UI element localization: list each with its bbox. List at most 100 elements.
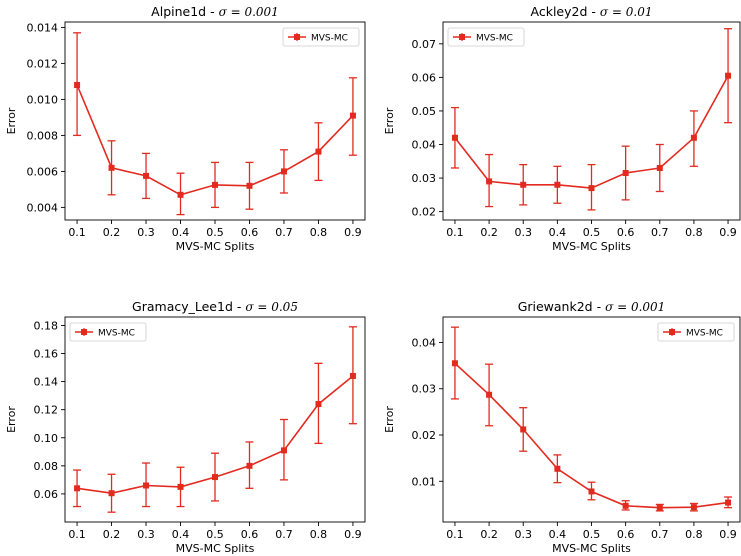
x-axis-label: MVS-MC Splits bbox=[176, 240, 255, 253]
x-tick-label: 0.4 bbox=[549, 226, 567, 239]
legend-box bbox=[657, 322, 735, 342]
x-tick-label: 0.2 bbox=[103, 528, 121, 541]
data-point bbox=[246, 462, 253, 469]
y-tick-label: 0.06 bbox=[412, 71, 437, 84]
legend: MVS-MC bbox=[657, 322, 735, 342]
x-tick-label: 0.8 bbox=[310, 528, 328, 541]
chart-title: Griewank2d - σ = 0.001 bbox=[518, 299, 666, 314]
y-tick-label: 0.004 bbox=[27, 201, 59, 214]
y-tick-label: 0.006 bbox=[27, 165, 59, 178]
series-mvs-mc bbox=[450, 326, 733, 512]
chart-title-separator: - bbox=[233, 299, 245, 314]
legend-label: MVS-MC bbox=[311, 34, 348, 44]
x-tick-label: 0.5 bbox=[206, 528, 224, 541]
chart-title-name: Ackley2d bbox=[531, 4, 588, 19]
y-axis-label: Error bbox=[5, 107, 18, 134]
data-point bbox=[656, 164, 663, 171]
y-tick-label: 0.07 bbox=[412, 38, 437, 51]
data-point bbox=[451, 134, 458, 141]
legend: MVS-MC bbox=[447, 27, 525, 47]
x-axis-label: MVS-MC Splits bbox=[176, 542, 255, 555]
data-point bbox=[74, 485, 81, 492]
y-tick-label: 0.08 bbox=[34, 460, 59, 473]
x-tick-label: 0.5 bbox=[206, 226, 224, 239]
subplot-alpine1d: 0.1 0.2 0.3 0.4 0.5 0.6 0.7 0.8 0.9 0.004 0.006 0.0… bbox=[5, 4, 366, 253]
y-axis-label: Error bbox=[5, 406, 18, 433]
x-tick-label: 0.3 bbox=[514, 528, 532, 541]
y-tick-label: 0.03 bbox=[412, 172, 437, 185]
chart-title-sigma: σ = 0.05 bbox=[245, 300, 298, 314]
subplot-gramacy-lee1d: 0.1 0.2 0.3 0.4 0.5 0.6 0.7 0.8 0.9 0.06 0.08 0.10 0… bbox=[5, 299, 366, 555]
x-tick-label: 0.4 bbox=[549, 528, 567, 541]
data-point bbox=[554, 465, 561, 472]
data-point bbox=[315, 148, 322, 155]
x-tick-label: 0.7 bbox=[275, 226, 293, 239]
data-point bbox=[177, 191, 184, 198]
legend-label: MVS-MC bbox=[98, 329, 135, 339]
chart-title: Gramacy_Lee1d - σ = 0.05 bbox=[132, 299, 298, 314]
x-tick-label: 0.4 bbox=[172, 528, 190, 541]
x-tick-label: 0.6 bbox=[241, 528, 259, 541]
chart-title-sigma: σ = 0.001 bbox=[605, 300, 665, 314]
data-point bbox=[212, 181, 218, 188]
data-point bbox=[588, 185, 595, 192]
data-point bbox=[280, 168, 287, 175]
y-tick-label: 0.04 bbox=[412, 336, 437, 349]
chart-title-sigma: σ = 0.001 bbox=[219, 5, 279, 19]
data-point bbox=[177, 483, 184, 490]
x-tick-label: 0.6 bbox=[241, 226, 259, 239]
subplot-griewank2d: 0.1 0.2 0.3 0.4 0.5 0.6 0.7 0.8 0.9 0.01 0.02 0.03 0… bbox=[383, 299, 741, 555]
x-tick-label: 0.1 bbox=[68, 528, 86, 541]
legend-marker-icon bbox=[81, 329, 87, 335]
x-tick-label: 0.9 bbox=[719, 528, 737, 541]
data-point bbox=[246, 182, 253, 189]
x-tick-label: 0.9 bbox=[344, 226, 362, 239]
data-point bbox=[520, 426, 527, 433]
x-tick-label: 0.6 bbox=[617, 226, 635, 239]
chart-title-name: Gramacy_Lee1d bbox=[132, 299, 233, 314]
y-tick-label: 0.04 bbox=[412, 138, 437, 151]
series-mvs-mc bbox=[73, 326, 357, 513]
data-point bbox=[349, 372, 356, 379]
data-point bbox=[554, 181, 561, 188]
legend-label: MVS-MC bbox=[686, 329, 723, 339]
data-point bbox=[622, 170, 629, 177]
x-axis-label: MVS-MC Splits bbox=[552, 542, 631, 555]
y-tick-label: 0.14 bbox=[34, 376, 59, 389]
data-point bbox=[588, 488, 595, 495]
chart-title-name: Griewank2d bbox=[518, 299, 593, 314]
series-mvs-mc bbox=[73, 32, 357, 216]
chart-title-separator: - bbox=[587, 4, 599, 19]
chart-title: Alpine1d - σ = 0.001 bbox=[151, 4, 279, 19]
y-axis-label: Error bbox=[383, 107, 396, 134]
x-tick-label: 0.7 bbox=[275, 528, 293, 541]
y-tick-label: 0.18 bbox=[34, 319, 59, 332]
legend-box bbox=[447, 27, 525, 47]
data-point bbox=[74, 82, 81, 88]
x-tick-label: 0.8 bbox=[310, 226, 328, 239]
y-tick-label: 0.01 bbox=[412, 475, 437, 488]
x-tick-label: 0.2 bbox=[480, 528, 498, 541]
x-tick-label: 0.1 bbox=[446, 528, 464, 541]
data-point bbox=[143, 482, 150, 489]
legend-marker-icon bbox=[669, 329, 675, 335]
y-tick-label: 0.02 bbox=[412, 429, 437, 442]
x-tick-label: 0.8 bbox=[685, 226, 703, 239]
x-tick-label: 0.1 bbox=[446, 226, 464, 239]
data-point bbox=[108, 490, 115, 497]
y-tick-label: 0.02 bbox=[412, 206, 437, 219]
x-tick-label: 0.9 bbox=[719, 226, 737, 239]
x-tick-label: 0.5 bbox=[583, 528, 601, 541]
data-point bbox=[690, 504, 697, 511]
data-point bbox=[690, 134, 697, 141]
data-point bbox=[315, 401, 322, 408]
chart-title-sigma: σ = 0.01 bbox=[600, 5, 653, 19]
chart-title-separator: - bbox=[206, 4, 218, 19]
data-point bbox=[280, 447, 287, 454]
y-tick-label: 0.008 bbox=[27, 129, 59, 142]
data-point bbox=[725, 499, 732, 506]
y-tick-label: 0.014 bbox=[27, 21, 59, 34]
x-tick-label: 0.8 bbox=[685, 528, 703, 541]
y-tick-label: 0.05 bbox=[412, 105, 437, 118]
